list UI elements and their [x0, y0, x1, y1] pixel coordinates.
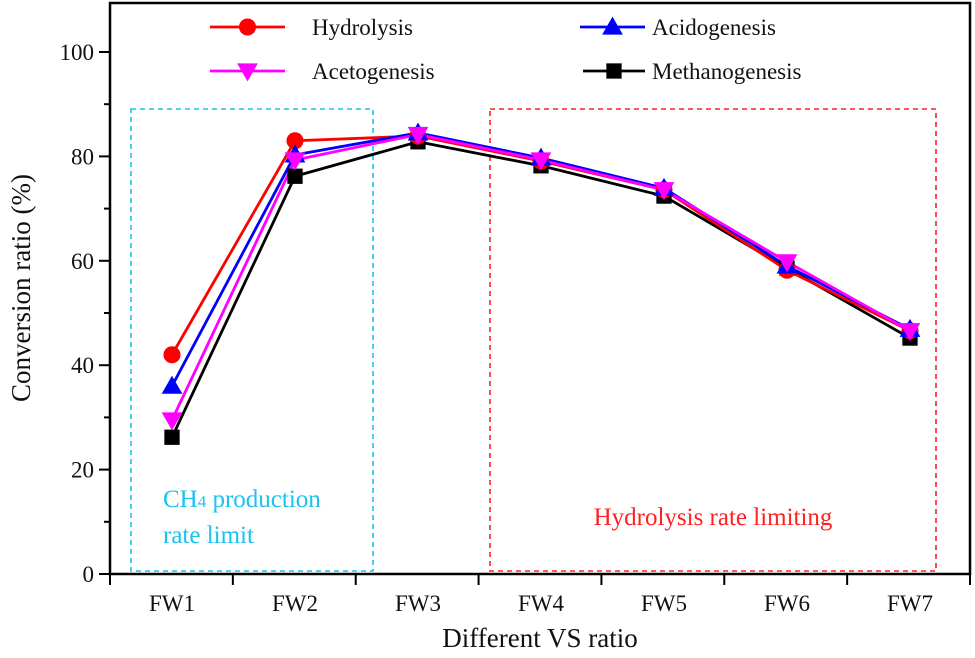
- x-tick-label: FW2: [272, 591, 318, 616]
- data-point-acetogenesis: [653, 182, 675, 201]
- markers-methanogenesis: [164, 134, 918, 445]
- data-point-acetogenesis: [899, 323, 921, 342]
- annotation-box-hydrolysis: [489, 108, 937, 572]
- y-axis-title: Conversion ratio (%): [6, 174, 36, 402]
- legend-item-methanogenesis: Methanogenesis: [583, 59, 802, 84]
- data-point-hydrolysis: [286, 132, 304, 150]
- legend-item-acidogenesis: Acidogenesis: [580, 15, 776, 40]
- y-tick-label: 40: [71, 353, 94, 378]
- annotation-text-ch4: CH4 production: [163, 486, 321, 513]
- series-layer: [161, 122, 921, 445]
- legend-item-hydrolysis: Hydrolysis: [210, 15, 413, 40]
- data-point-acetogenesis: [407, 126, 429, 145]
- data-point-hydrolysis: [163, 346, 181, 364]
- y-tick-label: 20: [71, 458, 94, 483]
- plot-frame: [108, 1, 972, 576]
- data-point-acidogenesis: [161, 375, 183, 394]
- annotation-box-ch4: [130, 108, 374, 572]
- legend-label: Acidogenesis: [652, 15, 776, 40]
- y-tick-label: 100: [60, 40, 95, 65]
- annotation-text-ch4: rate limit: [163, 522, 254, 549]
- data-point-methanogenesis: [164, 429, 180, 445]
- x-tick-label: FW7: [887, 591, 933, 616]
- y-tick-label: 80: [71, 144, 94, 169]
- legend-marker-triangle-up: [602, 16, 623, 35]
- x-tick-label: FW6: [764, 591, 810, 616]
- x-tick-label: FW3: [395, 591, 441, 616]
- legend-marker-triangle-down: [237, 63, 258, 82]
- annotation-text-hydrolysis: Hydrolysis rate limiting: [594, 504, 833, 531]
- x-tick-label: FW4: [518, 591, 565, 616]
- y-axis: 0 20 40 60 80 100: [60, 40, 110, 587]
- x-tick-label: FW5: [641, 591, 687, 616]
- y-tick-label: 0: [83, 562, 95, 587]
- data-point-acetogenesis: [161, 412, 183, 431]
- x-tick-label: FW1: [149, 591, 195, 616]
- legend-item-acetogenesis: Acetogenesis: [210, 59, 435, 84]
- markers-acetogenesis: [161, 126, 921, 431]
- data-point-acetogenesis: [776, 254, 798, 273]
- y-tick-label: 60: [71, 249, 94, 274]
- legend-label: Methanogenesis: [652, 59, 802, 84]
- data-point-acetogenesis: [284, 152, 306, 171]
- legend-marker-circle: [238, 18, 257, 36]
- data-point-acetogenesis: [530, 152, 552, 171]
- data-point-methanogenesis: [287, 168, 303, 184]
- legend-marker-square: [606, 63, 622, 79]
- legend-label: Hydrolysis: [312, 15, 413, 40]
- x-axis-title: Different VS ratio: [442, 623, 637, 653]
- legend: Hydrolysis Acidogenesis Acetogenesis Methan…: [210, 15, 802, 84]
- legend-label: Acetogenesis: [312, 59, 435, 84]
- x-axis: FW1 FW2 FW3 FW4 FW5 FW6 FW7: [109, 574, 971, 616]
